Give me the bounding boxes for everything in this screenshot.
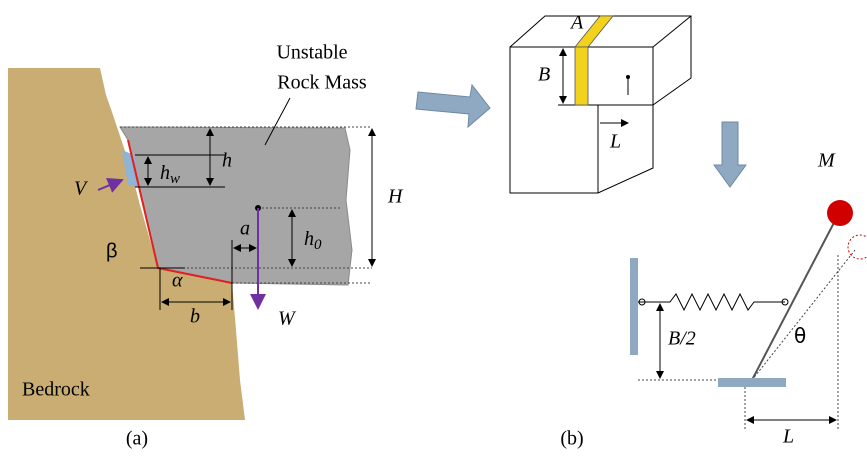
label: h [304,228,314,250]
flow-arrow [714,122,746,187]
label-h: h [222,150,232,172]
subscript: w [170,171,180,187]
bedrock-label: Bedrock [22,379,90,401]
label-B: B [538,64,550,86]
label-b: b [190,306,200,328]
panel-label: (a) [126,428,148,450]
mass-label: Rock Mass [277,72,367,94]
joint-strip [575,47,588,105]
label-H: H [387,186,404,208]
panel-label: (b) [560,428,583,450]
mass-label: Unstable [276,42,347,64]
mass [827,200,853,226]
label-W: W [278,308,297,330]
panel-a: Unstable Rock Mass h hw H V a h0 β α b W… [8,42,404,450]
label-beta: β [106,240,118,262]
flow-arrow [416,85,490,127]
subscript: 0 [314,237,322,253]
label-A: A [569,12,584,34]
pendulum-displaced [752,250,855,380]
label-alpha: α [172,270,183,292]
pendulum [752,215,838,380]
panel-b: A B L M θ B/2 L (b) [510,12,867,450]
label-L: L [782,426,794,448]
base [718,378,786,387]
label-a: a [240,218,250,240]
label: h [160,162,170,184]
label-L: L [609,131,621,153]
figure: Unstable Rock Mass h hw H V a h0 β α b W… [0,0,867,458]
label-B-half: B/2 [668,328,696,350]
wall [630,258,638,355]
label-theta: θ [794,324,806,348]
mass-displaced [848,235,867,259]
label-M: M [817,150,836,172]
